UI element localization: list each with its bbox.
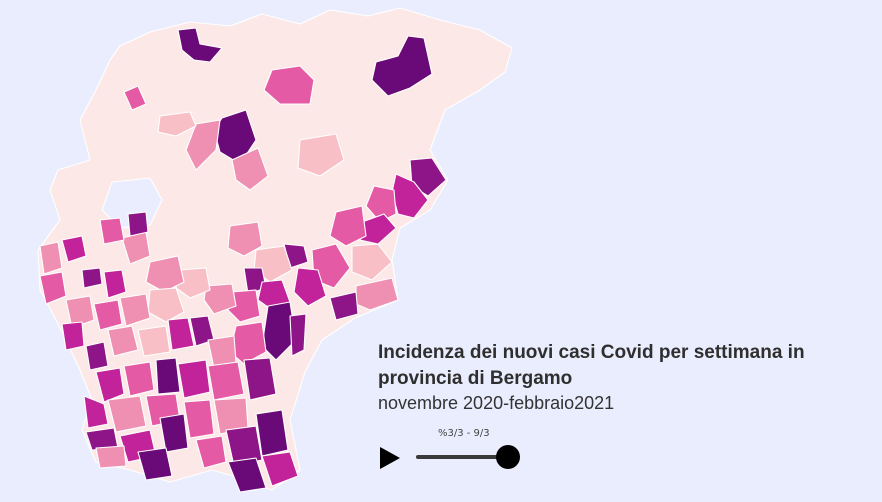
municipality xyxy=(351,243,393,281)
week-slider-handle[interactable] xyxy=(496,445,520,469)
play-icon xyxy=(380,447,400,469)
municipality xyxy=(95,367,125,403)
municipality xyxy=(185,119,221,171)
time-player: %3/3 - 9/3 xyxy=(378,428,538,478)
municipality xyxy=(95,445,127,469)
municipality xyxy=(39,241,63,275)
municipality xyxy=(261,451,299,487)
municipality xyxy=(127,211,149,237)
municipality xyxy=(297,133,345,177)
municipality xyxy=(255,409,289,457)
municipality xyxy=(157,111,197,137)
municipality xyxy=(93,299,123,331)
municipality xyxy=(263,65,315,105)
municipality xyxy=(119,293,151,327)
municipality xyxy=(329,291,359,321)
municipality xyxy=(107,395,147,433)
municipality xyxy=(231,147,269,191)
map-title-block: Incidenza dei nuovi casi Covid per setti… xyxy=(378,340,858,414)
municipality xyxy=(137,325,171,357)
municipality xyxy=(177,359,211,399)
map-subtitle: novembre 2020-febbraio2021 xyxy=(378,393,615,413)
municipality xyxy=(65,295,95,329)
municipality xyxy=(155,357,181,395)
municipality xyxy=(107,325,139,357)
municipality xyxy=(183,399,215,439)
municipality xyxy=(103,269,127,299)
municipality xyxy=(195,435,227,469)
municipality xyxy=(203,283,237,315)
municipality xyxy=(145,255,185,293)
municipality xyxy=(293,267,327,307)
municipality xyxy=(123,85,147,111)
municipality xyxy=(81,267,103,289)
municipality xyxy=(39,271,67,305)
municipality xyxy=(99,217,125,245)
map-title: Incidenza dei nuovi casi Covid per setti… xyxy=(378,342,805,389)
municipality xyxy=(167,317,195,351)
municipality xyxy=(289,313,307,357)
municipality xyxy=(85,341,109,371)
municipality xyxy=(83,395,109,429)
play-button[interactable] xyxy=(378,446,402,470)
municipality xyxy=(225,425,263,467)
municipality xyxy=(61,235,87,263)
municipality xyxy=(227,457,267,493)
municipality xyxy=(61,321,85,351)
municipality xyxy=(207,361,245,401)
week-slider-track[interactable] xyxy=(416,455,508,459)
lake-area xyxy=(101,177,163,229)
municipality xyxy=(243,357,277,401)
municipality xyxy=(227,221,263,257)
week-label: %3/3 - 9/3 xyxy=(438,428,490,439)
municipality xyxy=(177,27,223,63)
municipality xyxy=(137,447,173,481)
municipality xyxy=(159,413,189,453)
municipality xyxy=(123,361,155,397)
municipality xyxy=(371,35,433,97)
municipality xyxy=(329,205,367,247)
